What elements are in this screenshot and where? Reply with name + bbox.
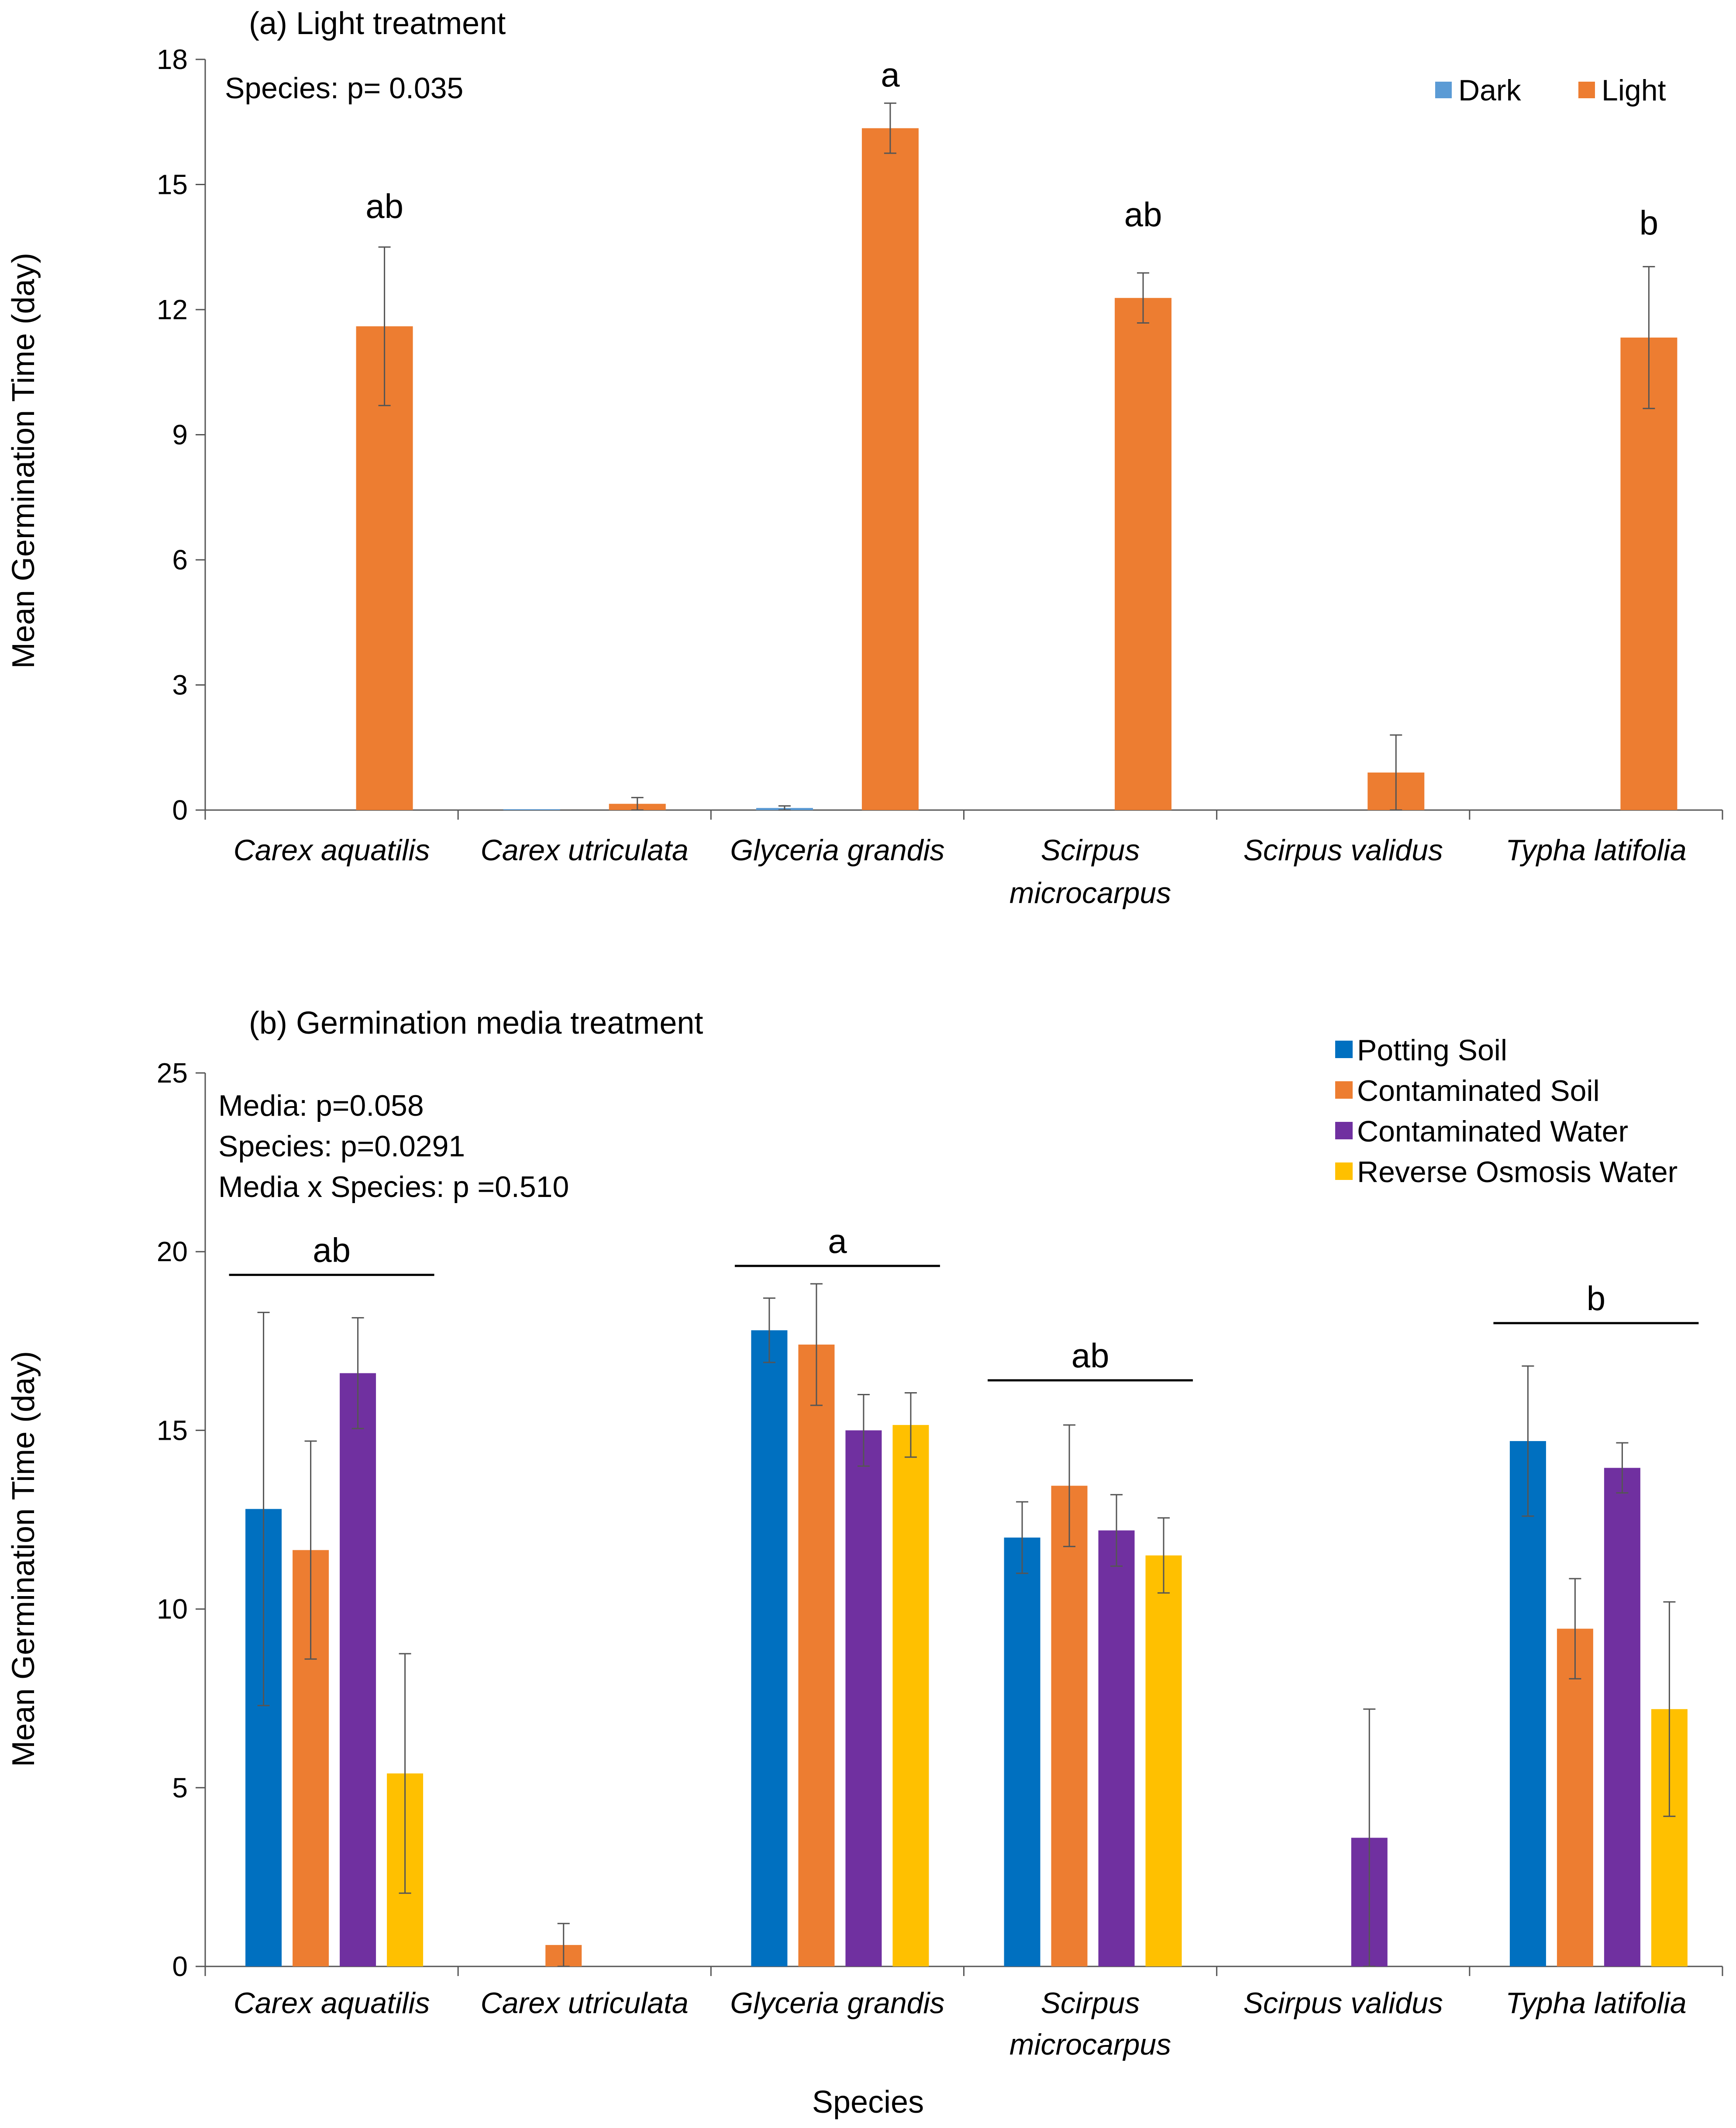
- panel-b-x-axis-label: Species: [812, 2085, 924, 2120]
- category-label-scirpus-microcarpus: Scirpus: [1041, 834, 1140, 867]
- y-tick-label: 25: [157, 1057, 188, 1089]
- legend-label-contaminated-soil: Contaminated Soil: [1357, 1074, 1600, 1107]
- y-tick-label: 10: [157, 1593, 188, 1625]
- y-tick-label: 0: [172, 794, 188, 826]
- y-tick-label: 12: [157, 294, 188, 325]
- category-label-scirpus-validus: Scirpus validus: [1243, 834, 1443, 867]
- legend-swatch-contaminated-water: [1335, 1122, 1353, 1139]
- bar-contaminated-soil-glyceria-grandis: [798, 1344, 835, 1966]
- panel-b-bars: [245, 1330, 1688, 1966]
- y-tick-label: 9: [172, 419, 188, 451]
- bar-light-glyceria-grandis: [861, 128, 919, 811]
- legend-swatch-reverse-osmosis-water: [1335, 1162, 1353, 1180]
- y-tick-label: 18: [157, 44, 188, 75]
- bar-light-scirpus-microcarpus: [1115, 298, 1172, 810]
- y-tick-label: 20: [157, 1236, 188, 1267]
- panel-b-error-bars: [257, 1283, 1676, 1967]
- legend-swatch-potting-soil: [1335, 1041, 1353, 1058]
- legend-label-light: Light: [1602, 74, 1666, 107]
- panel-a-y-axis: 0 3 6 9 12 15 18: [157, 44, 206, 826]
- significance-label-b: b: [1587, 1279, 1605, 1317]
- panel-b-y-axis-label: Mean Germination Time (day): [6, 1351, 41, 1767]
- significance-label-ab: ab: [1071, 1336, 1109, 1375]
- panel-b-annotation-interaction: Media x Species: p =0.510: [218, 1170, 569, 1204]
- bar-potting-soil-scirpus-microcarpus: [1004, 1537, 1040, 1966]
- y-tick-label: 15: [157, 1414, 188, 1446]
- bar-contaminated-water-typha-latifolia: [1604, 1468, 1640, 1966]
- panel-b-y-axis: 0 5 10 15 20 25: [157, 1057, 206, 1982]
- category-label-scirpus-microcarpus: Scirpus: [1041, 1987, 1140, 2020]
- panel-a-bars: [356, 128, 1677, 811]
- category-label-scirpus-microcarpus: microcarpus: [1009, 2028, 1171, 2061]
- panel-b-germination-media-treatment: (b) Germination media treatment Media: p…: [6, 1006, 1723, 2120]
- panel-b-title: (b) Germination media treatment: [249, 1006, 703, 1041]
- category-label-carex-aquatilis: Carex aquatilis: [234, 834, 430, 867]
- legend-swatch-contaminated-soil: [1335, 1081, 1353, 1099]
- legend-label-reverse-osmosis-water: Reverse Osmosis Water: [1357, 1155, 1677, 1189]
- panel-b-annotation-species: Species: p=0.0291: [218, 1130, 465, 1163]
- legend-label-potting-soil: Potting Soil: [1357, 1034, 1507, 1067]
- bar-reverse-osmosis-water-scirpus-microcarpus: [1145, 1555, 1182, 1966]
- bar-potting-soil-typha-latifolia: [1509, 1441, 1546, 1966]
- panel-a-x-axis: Carex aquatilis Carex utriculata Glyceria …: [204, 809, 1723, 910]
- panel-a-title: (a) Light treatment: [249, 6, 506, 41]
- significance-label-ab: ab: [313, 1231, 351, 1269]
- bar-reverse-osmosis-water-glyceria-grandis: [892, 1425, 929, 1966]
- bar-potting-soil-glyceria-grandis: [751, 1330, 788, 1966]
- category-label-carex-utriculata: Carex utriculata: [481, 834, 689, 867]
- bar-light-carex-aquatilis: [356, 326, 413, 811]
- category-label-scirpus-validus: Scirpus validus: [1243, 1987, 1443, 2020]
- category-label-glyceria-grandis: Glyceria grandis: [730, 834, 944, 867]
- y-tick-label: 3: [172, 669, 188, 701]
- y-tick-label: 15: [157, 169, 188, 200]
- bar-contaminated-soil-scirpus-microcarpus: [1051, 1486, 1088, 1966]
- panel-b-annotation-media: Media: p=0.058: [218, 1089, 424, 1122]
- significance-label-ab: ab: [1124, 195, 1162, 234]
- bar-light-typha-latifolia: [1620, 337, 1677, 810]
- panel-b-significance-labels: ab a ab b: [229, 1222, 1699, 1382]
- bar-contaminated-water-scirpus-microcarpus: [1098, 1530, 1135, 1966]
- legend-swatch-light: [1578, 82, 1595, 98]
- panel-a-significance-labels: ab a ab b: [365, 55, 1658, 242]
- category-label-typha-latifolia: Typha latifolia: [1505, 1987, 1687, 2020]
- panel-b-legend: Potting Soil Contaminated Soil Contamina…: [1335, 1034, 1677, 1189]
- panel-a-light-treatment: (a) Light treatment Species: p= 0.035 Me…: [6, 6, 1723, 910]
- significance-label-b: b: [1640, 203, 1658, 242]
- category-label-carex-aquatilis: Carex aquatilis: [234, 1987, 430, 2020]
- bar-contaminated-soil-typha-latifolia: [1557, 1628, 1593, 1966]
- panel-a-legend: Dark Light: [1435, 74, 1666, 107]
- category-label-glyceria-grandis: Glyceria grandis: [730, 1987, 944, 2020]
- significance-label-ab: ab: [365, 187, 403, 225]
- bar-contaminated-water-carex-aquatilis: [340, 1373, 376, 1966]
- category-label-carex-utriculata: Carex utriculata: [481, 1987, 689, 2020]
- y-tick-label: 6: [172, 544, 188, 576]
- y-tick-label: 5: [172, 1772, 188, 1804]
- significance-label-a: a: [828, 1222, 847, 1260]
- panel-b-x-axis: Carex aquatilis Carex utriculata Glyceria …: [204, 1966, 1723, 2061]
- panel-a-y-axis-label: Mean Germination Time (day): [6, 253, 41, 669]
- legend-label-dark: Dark: [1458, 74, 1522, 107]
- panel-a-annotation: Species: p= 0.035: [225, 72, 463, 105]
- significance-label-a: a: [881, 55, 900, 94]
- bar-dark-carex-utriculata: [503, 809, 560, 810]
- bar-contaminated-water-glyceria-grandis: [845, 1430, 882, 1966]
- panel-a-error-bars: [378, 102, 1655, 811]
- category-label-typha-latifolia: Typha latifolia: [1505, 834, 1687, 867]
- legend-label-contaminated-water: Contaminated Water: [1357, 1115, 1628, 1148]
- y-tick-label: 0: [172, 1951, 188, 1982]
- legend-swatch-dark: [1435, 82, 1452, 98]
- category-label-scirpus-microcarpus: microcarpus: [1009, 876, 1171, 910]
